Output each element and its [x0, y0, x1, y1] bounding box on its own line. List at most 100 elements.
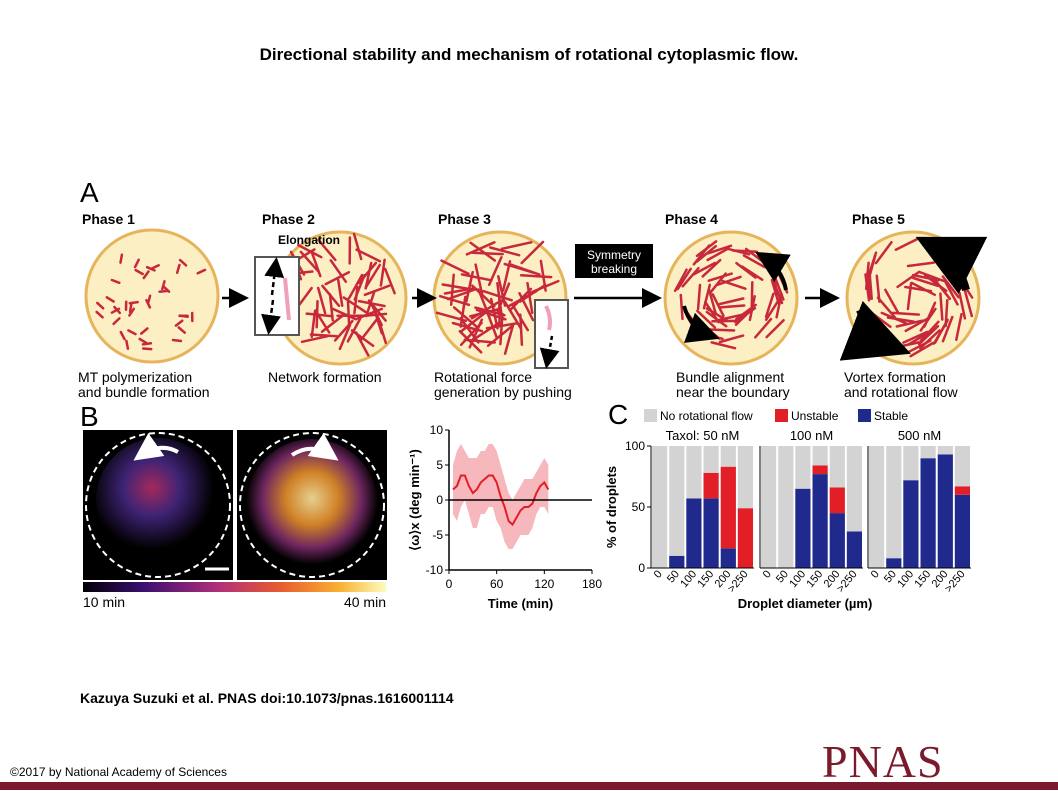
x-tick-label: 0: [761, 568, 774, 580]
x-tick-label: >250: [726, 568, 751, 595]
x-tick-label: 150: [804, 568, 825, 590]
elongation-arrow-down: [261, 299, 281, 335]
bar-segment: [812, 446, 828, 466]
bar-segment: [737, 508, 753, 568]
microtubule-bundle: [718, 334, 745, 344]
microtubule-bundle: [716, 275, 742, 286]
microtubule-bundle: [508, 287, 533, 312]
phase-4-title: Phase 4: [665, 211, 718, 227]
microtubule-bundle: [874, 240, 893, 265]
mean-velocity-line: [452, 474, 550, 527]
microtubule-bundle: [353, 273, 366, 301]
microtubule-bundle: [488, 246, 521, 257]
symmetry-label-line1: Symmetry: [587, 248, 641, 262]
bar-segment: [846, 446, 862, 532]
phase-4-flow-arrow-upper: [755, 251, 791, 291]
microtubule-bundle: [754, 317, 773, 339]
microtubule-bundle: [696, 283, 702, 311]
microtubule-bundle: [770, 278, 780, 305]
slide-title: Directional stability and mechanism of r…: [259, 45, 799, 64]
microtubule-bundle: [150, 264, 160, 271]
bar-segment: [954, 494, 970, 568]
symmetry-breaking-box: [575, 244, 653, 278]
microtubule-bundle: [105, 296, 115, 303]
colorbar-max-label: 40 min: [344, 594, 386, 610]
phase-1-caption-1: MT polymerization: [78, 369, 192, 385]
microtubule-bundle: [95, 310, 104, 319]
microtubule-bundle: [708, 328, 736, 332]
microtubule-bundle: [142, 270, 150, 280]
microtubule-bundle: [896, 270, 921, 289]
elongating-bundle: [283, 277, 291, 321]
y-tick-label: 5: [436, 458, 443, 472]
bar-segment: [652, 446, 668, 568]
microtubule-bundle: [468, 318, 484, 349]
microtubule-bundle: [475, 308, 507, 321]
phase-2-caption: Network formation: [268, 369, 382, 385]
microtubule-bundle: [321, 284, 341, 308]
microtubule-bundle: [363, 284, 391, 297]
microtubule-bundle: [909, 341, 935, 358]
microtubule-bundle: [692, 261, 717, 276]
microtubule-bundle: [503, 262, 535, 274]
phase-3-title: Phase 3: [438, 211, 491, 227]
microtubule-bundle: [719, 304, 746, 309]
phase-1-droplet: [84, 228, 220, 364]
y-tick-label: 10: [430, 423, 444, 437]
bar-segment: [720, 548, 736, 568]
bar-segment: [920, 458, 936, 568]
microtubule-bundle: [119, 253, 124, 264]
microtubule-bundle: [875, 274, 881, 303]
bar-segment: [669, 555, 685, 568]
microtubule-bundle: [503, 323, 515, 355]
microtubule-bundle: [764, 298, 781, 321]
microtubule-bundle: [471, 251, 504, 256]
bar-segment: [703, 498, 719, 568]
microtubule-bundle: [196, 268, 207, 275]
microtubule-bundle: [709, 272, 727, 294]
phase-4-caption-2: near the boundary: [676, 384, 790, 400]
y-tick-label: -10: [426, 563, 444, 577]
bar-segment: [703, 446, 719, 473]
microtubule-bundle: [463, 338, 496, 344]
bar-segment: [903, 446, 919, 481]
microtubule-bundle: [364, 261, 373, 290]
microtubule-bundle: [320, 314, 344, 333]
bar-segment: [669, 446, 685, 556]
x-tick-label: 150: [695, 568, 716, 590]
x-tick-label: 0: [869, 568, 882, 580]
bar-segment: [937, 446, 953, 455]
microtubule-bundle: [919, 307, 937, 332]
x-tick-label: 180: [582, 577, 602, 591]
elongation-arrow-up: [264, 257, 285, 296]
bar-segment: [703, 472, 719, 499]
microtubule-bundle: [459, 295, 467, 328]
microtubule-bundle: [460, 311, 487, 333]
bar-segment: [920, 446, 936, 459]
y-tick-label: 0: [638, 561, 645, 575]
microtubule-bundle: [128, 307, 136, 317]
pnas-logo: PNAS: [822, 736, 944, 787]
facet-title: 100 nM: [790, 428, 833, 443]
phase-2-inset: [254, 256, 300, 336]
microtubule-bundle: [446, 287, 478, 301]
microtubule-bundle: [310, 250, 322, 278]
bar-segment: [937, 454, 953, 568]
microtubule-bundle: [336, 278, 344, 307]
phase-4-caption-1: Bundle alignment: [676, 369, 784, 385]
bar-segment: [737, 446, 753, 509]
bar-segment: [761, 446, 777, 568]
microtubule-bundle: [907, 330, 933, 346]
microtubule-bundle: [944, 298, 949, 328]
symmetry-label-line2: breaking: [591, 262, 637, 276]
microtubule-bundle: [503, 300, 522, 330]
microtubule-bundle: [346, 297, 351, 327]
microtubule-bundle: [695, 240, 718, 258]
microtubule-bundle: [941, 315, 954, 343]
phase-2-title: Phase 2: [262, 211, 315, 227]
x-axis-label: Time (min): [488, 596, 554, 611]
microtubule-bundle: [465, 241, 496, 256]
microtubule-bundle: [119, 330, 126, 341]
microtubule-bundle: [724, 247, 751, 256]
